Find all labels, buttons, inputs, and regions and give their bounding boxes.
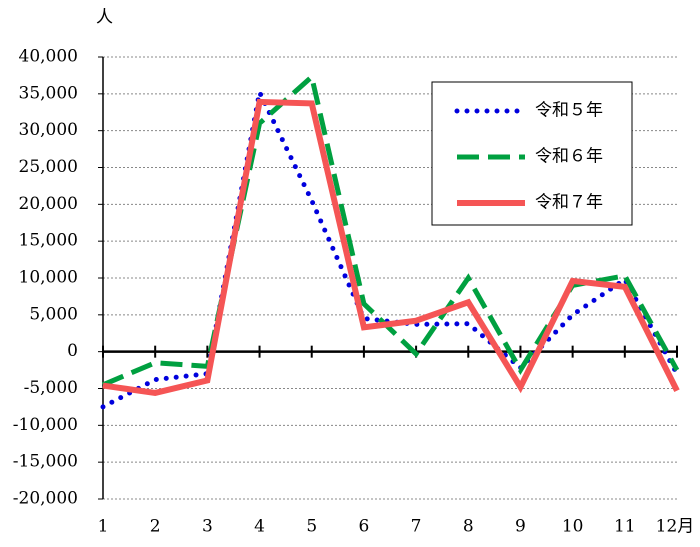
legend-label: 令和６年 bbox=[535, 147, 603, 167]
x-tick-label: 9 bbox=[515, 517, 526, 537]
series-line bbox=[102, 98, 680, 396]
y-unit: 人 bbox=[96, 8, 113, 28]
x-tick-label: 11 bbox=[614, 517, 636, 537]
x-tick-label: 5 bbox=[306, 517, 317, 537]
y-tick-label: 0 bbox=[67, 341, 78, 361]
legend-label: 令和７年 bbox=[535, 193, 603, 213]
x-tick-label: 8 bbox=[463, 517, 474, 537]
y-tick-label: 20,000 bbox=[19, 194, 78, 214]
x-tick-label: 2 bbox=[150, 517, 161, 537]
legend-label: 令和５年 bbox=[535, 101, 603, 121]
y-tick-label: -10,000 bbox=[13, 415, 78, 435]
x-tick-label: 6 bbox=[358, 517, 369, 537]
y-tick-label: 15,000 bbox=[19, 231, 78, 251]
y-tick-label: 5,000 bbox=[29, 304, 78, 324]
x-tick-label: 4 bbox=[254, 517, 265, 537]
x-tick-label: 1 bbox=[98, 517, 109, 537]
y-tick-label: -15,000 bbox=[13, 452, 78, 472]
y-tick-label: 25,000 bbox=[19, 157, 78, 177]
y-tick-label: 30,000 bbox=[19, 120, 78, 140]
x-tick-label: 7 bbox=[411, 517, 422, 537]
y-tick-label: 40,000 bbox=[19, 47, 78, 67]
x-tick-label: 12月 bbox=[656, 517, 695, 537]
y-tick-label: -5,000 bbox=[24, 378, 78, 398]
y-tick-label: 35,000 bbox=[19, 83, 78, 103]
x-tick-label: 3 bbox=[202, 517, 213, 537]
x-tick-label: 10 bbox=[562, 517, 584, 537]
y-tick-label: -20,000 bbox=[13, 489, 78, 509]
y-tick-label: 10,000 bbox=[19, 268, 78, 288]
